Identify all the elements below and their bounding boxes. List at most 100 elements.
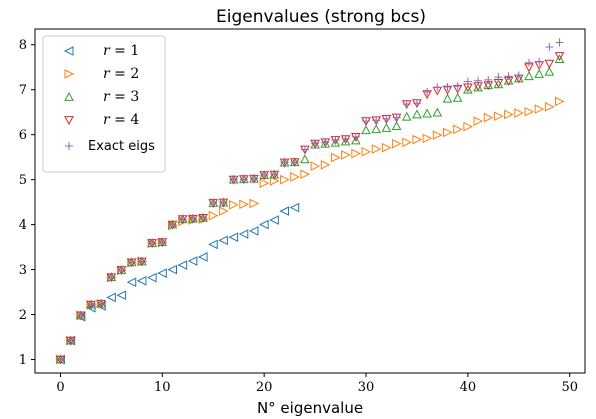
- data-point: [259, 178, 270, 189]
- data-point: [320, 159, 331, 170]
- data-point: [148, 239, 157, 248]
- data-point: [483, 112, 494, 123]
- data-point: [311, 139, 320, 148]
- data-point: [218, 206, 229, 216]
- data-point: [452, 92, 463, 102]
- data-point: [391, 121, 402, 131]
- data-point: [158, 238, 167, 247]
- data-point: [330, 137, 341, 147]
- data-point: [554, 54, 565, 64]
- data-point: [280, 174, 290, 185]
- data-point: [56, 355, 65, 364]
- legend-marker: [65, 142, 73, 150]
- y-axis: 1 2 3 4 5 6 7 8: [19, 38, 35, 368]
- legend-item: r = 3: [64, 89, 139, 105]
- legend-label: r = 1: [103, 43, 139, 59]
- legend-variable: r: [103, 66, 111, 82]
- data-point: [382, 114, 391, 123]
- data-point: [504, 72, 513, 81]
- data-point: [310, 161, 321, 171]
- data-point: [188, 214, 197, 223]
- data-point: [371, 144, 382, 154]
- data-point: [97, 299, 106, 308]
- legend-label: r = 2: [103, 66, 139, 82]
- y-tick-label: 5: [19, 173, 27, 188]
- legend-value: 3: [130, 89, 139, 105]
- legend-label: Exact eigs: [88, 139, 155, 154]
- series-5: [56, 38, 564, 364]
- data-point: [270, 170, 279, 179]
- legend-equals: =: [110, 66, 131, 82]
- legend-equals: =: [110, 89, 131, 105]
- data-point: [433, 83, 442, 92]
- y-tick-label: 1: [19, 353, 27, 368]
- y-tick-label: 6: [19, 128, 27, 143]
- legend-box: [42, 35, 166, 173]
- data-point: [351, 132, 360, 141]
- legend-marker: [64, 91, 74, 101]
- data-point: [219, 198, 228, 207]
- data-point: [300, 145, 309, 154]
- data-point: [218, 235, 228, 246]
- data-point: [544, 59, 555, 69]
- data-point: [137, 257, 146, 266]
- data-point: [402, 137, 412, 148]
- legend-marker: [64, 116, 74, 126]
- data-point: [545, 42, 554, 51]
- data-point: [229, 200, 239, 210]
- legend-marker: [64, 69, 75, 79]
- data-point: [463, 84, 473, 94]
- data-point: [209, 199, 218, 208]
- data-point: [514, 108, 524, 118]
- data-point: [87, 300, 96, 309]
- data-point: [493, 111, 504, 122]
- data-point: [544, 66, 555, 76]
- data-point: [208, 239, 218, 250]
- data-point: [432, 107, 443, 117]
- legend-item: r = 2: [64, 66, 139, 82]
- x-tick-label: 40: [460, 380, 477, 395]
- data-point: [228, 232, 239, 243]
- legend-equals: =: [110, 43, 131, 59]
- data-point: [340, 136, 351, 146]
- x-axis: 0 10 20 30 40 50: [56, 373, 578, 395]
- data-point: [269, 215, 279, 225]
- data-point: [443, 83, 452, 92]
- data-point: [555, 96, 565, 107]
- data-point: [381, 142, 392, 153]
- legend-variable: r: [103, 112, 111, 128]
- x-tick-label: 50: [561, 380, 578, 395]
- data-point: [422, 108, 432, 118]
- data-point: [423, 87, 432, 96]
- data-point: [300, 154, 310, 164]
- data-point: [331, 136, 340, 145]
- data-point: [341, 150, 351, 160]
- data-point: [280, 158, 289, 167]
- data-point: [239, 199, 249, 210]
- data-point: [208, 210, 219, 221]
- data-point: [524, 106, 535, 117]
- data-point: [238, 229, 249, 239]
- data-point: [107, 273, 116, 282]
- data-point: [422, 133, 433, 144]
- data-point: [524, 71, 534, 81]
- data-point: [259, 219, 269, 230]
- data-point: [300, 169, 311, 180]
- data-point: [473, 116, 484, 126]
- data-point: [474, 76, 483, 85]
- data-point: [554, 52, 565, 62]
- data-point: [534, 104, 545, 114]
- data-point: [66, 336, 75, 345]
- data-point: [199, 213, 208, 222]
- x-tick-label: 0: [56, 380, 64, 395]
- data-point: [239, 175, 248, 184]
- data-point: [290, 158, 299, 167]
- data-point: [412, 99, 421, 108]
- series-1: [55, 202, 300, 365]
- data-point: [229, 175, 238, 184]
- y-tick-label: 4: [19, 218, 27, 233]
- data-point: [350, 135, 361, 145]
- legend-item: r = 4: [64, 112, 139, 128]
- data-point: [524, 58, 533, 67]
- chart-title: Eigenvalues (strong bcs): [216, 7, 426, 27]
